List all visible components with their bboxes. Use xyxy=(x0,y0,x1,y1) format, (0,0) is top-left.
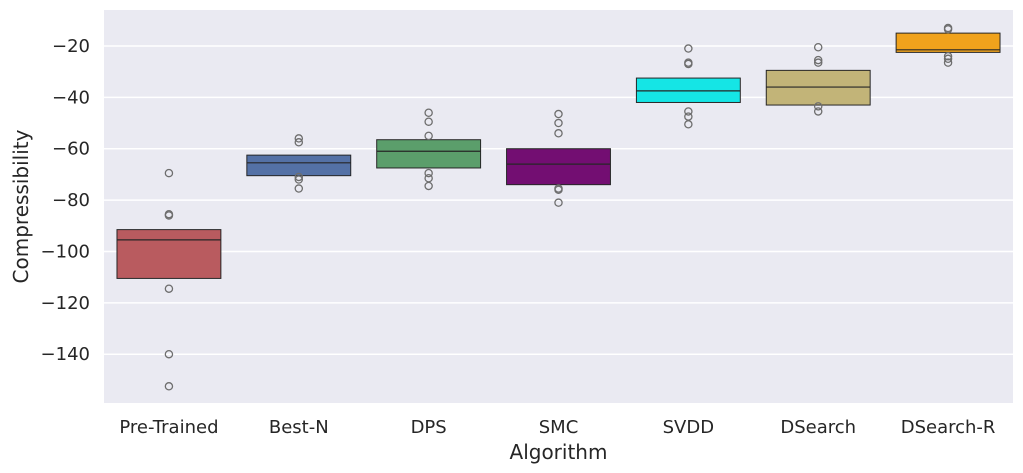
box xyxy=(116,229,222,279)
outlier-point xyxy=(813,102,823,111)
outlier-point xyxy=(164,168,174,178)
boxes xyxy=(116,23,1001,391)
outlier-point xyxy=(554,109,563,119)
box-group xyxy=(506,109,611,207)
outlier-point xyxy=(813,55,823,65)
outlier-point xyxy=(164,349,174,359)
box-group xyxy=(895,23,1001,67)
outlier-point xyxy=(424,117,433,126)
outlier-point xyxy=(813,42,823,52)
box-group xyxy=(765,42,871,116)
outlier-point xyxy=(684,59,693,69)
box xyxy=(376,139,482,169)
x-axis-title: Algorithm xyxy=(510,440,608,464)
box-group xyxy=(246,134,352,193)
x-tick-label: DSearch xyxy=(780,417,856,438)
outlier-point xyxy=(813,107,823,116)
outlier-point xyxy=(943,25,953,34)
outlier-point xyxy=(294,172,304,182)
outlier-point xyxy=(424,181,433,191)
outlier-point xyxy=(684,107,693,116)
x-tick-label: SVDD xyxy=(663,417,714,438)
outlier-point xyxy=(554,185,563,195)
y-tick-label: −20 xyxy=(52,36,90,57)
box-group xyxy=(635,44,741,129)
box-group xyxy=(376,108,482,191)
outlier-point xyxy=(424,108,433,117)
outlier-point xyxy=(684,120,693,129)
y-tick-label: −80 xyxy=(52,190,90,211)
y-axis-title: Compressibility xyxy=(9,129,33,283)
x-tick-label: SMC xyxy=(539,417,579,438)
outlier-point xyxy=(294,184,304,193)
outlier-point xyxy=(943,54,953,64)
outlier-point xyxy=(164,211,174,220)
y-tick-label: −60 xyxy=(52,139,90,160)
box xyxy=(765,69,871,106)
x-tick-label: Pre-Trained xyxy=(119,417,218,438)
outlier-point xyxy=(294,175,304,184)
y-tick-label: −140 xyxy=(41,344,90,365)
outlier-point xyxy=(424,168,433,178)
y-tick-label: −100 xyxy=(41,241,90,262)
outlier-point xyxy=(164,382,174,391)
box xyxy=(246,154,352,177)
outlier-point xyxy=(164,284,174,293)
outlier-point xyxy=(684,44,693,53)
x-tick-labels: Pre-Trained Best-N DPS SMC SVDD DSearch DSearc… xyxy=(119,417,995,438)
outlier-point xyxy=(943,51,953,61)
outlier-point xyxy=(943,58,953,67)
outlier-point xyxy=(294,134,304,143)
box xyxy=(506,148,611,186)
outlier-point xyxy=(554,129,563,138)
outlier-point xyxy=(554,118,563,128)
outlier-point xyxy=(424,131,433,141)
box-group xyxy=(116,168,222,391)
outlier-point xyxy=(813,58,823,67)
box xyxy=(635,77,741,103)
y-tick-label: −120 xyxy=(41,293,90,314)
outlier-point xyxy=(294,138,304,147)
x-tick-label: DSearch-R xyxy=(901,417,996,438)
y-tick-labels: −20 −40 −60 −80 −100 −120 −140 xyxy=(41,36,90,365)
x-tick-label: DPS xyxy=(411,417,447,438)
outlier-point xyxy=(554,198,563,207)
y-tick-label: −40 xyxy=(52,87,90,108)
x-tick-label: Best-N xyxy=(269,417,329,438)
